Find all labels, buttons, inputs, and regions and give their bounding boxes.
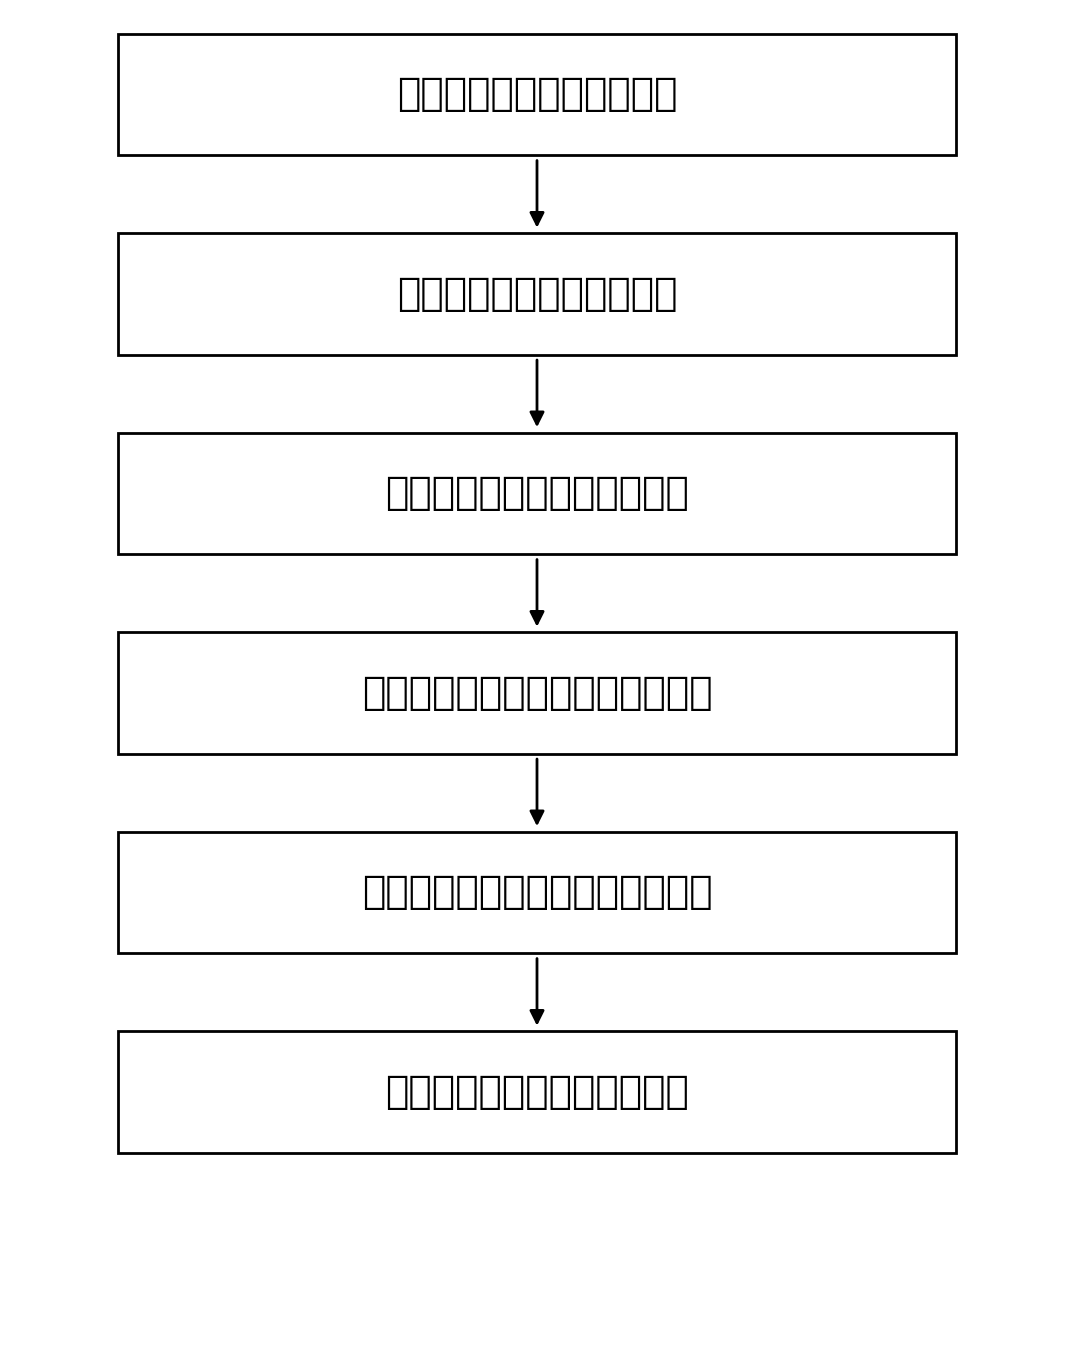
FancyBboxPatch shape bbox=[118, 832, 956, 953]
FancyBboxPatch shape bbox=[118, 632, 956, 754]
Text: 待刻蚀硅片表面涂覆光刻胶: 待刻蚀硅片表面涂覆光刻胶 bbox=[396, 75, 678, 113]
FancyBboxPatch shape bbox=[118, 34, 956, 155]
Text: 对光刻胶掩膜进行氯等离子体轰击: 对光刻胶掩膜进行氯等离子体轰击 bbox=[362, 674, 712, 712]
Text: 对光刻胶掩膜进行氧等离子体轰击: 对光刻胶掩膜进行氧等离子体轰击 bbox=[362, 874, 712, 911]
FancyBboxPatch shape bbox=[118, 233, 956, 355]
FancyBboxPatch shape bbox=[118, 1031, 956, 1153]
Text: 采用光刻胶掩膜进行深硅刻蚀: 采用光刻胶掩膜进行深硅刻蚀 bbox=[386, 1073, 688, 1111]
FancyBboxPatch shape bbox=[118, 433, 956, 554]
Text: 光刻胶曝光显影形成图形掩膜: 光刻胶曝光显影形成图形掩膜 bbox=[386, 474, 688, 512]
Text: 对涂覆光刻胶进行前烘处理: 对涂覆光刻胶进行前烘处理 bbox=[396, 275, 678, 313]
